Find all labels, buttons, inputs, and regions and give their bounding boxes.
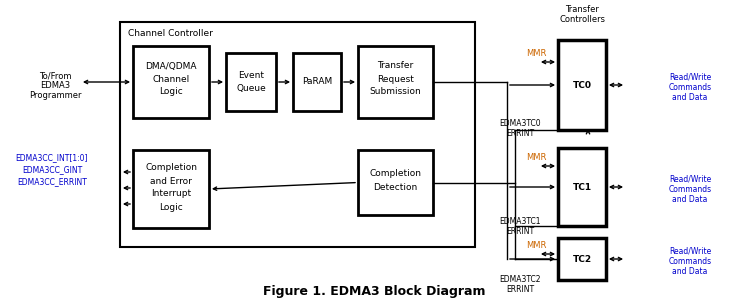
Text: ERRINT: ERRINT [506,285,534,294]
Text: TC0: TC0 [572,81,592,89]
Text: Read/Write: Read/Write [669,72,711,82]
Text: EDMA3CC_GINT: EDMA3CC_GINT [22,165,82,175]
Text: Interrupt: Interrupt [151,189,191,198]
Text: Read/Write: Read/Write [669,247,711,255]
Text: Queue: Queue [236,84,266,92]
Text: Commands: Commands [668,185,712,194]
FancyBboxPatch shape [558,148,606,226]
Text: EDMA3CC_INT[1:0]: EDMA3CC_INT[1:0] [16,154,88,162]
FancyBboxPatch shape [120,22,475,247]
FancyBboxPatch shape [133,46,209,118]
Text: Completion: Completion [369,169,422,178]
Text: Channel: Channel [152,75,189,84]
Text: ERRINT: ERRINT [506,128,534,138]
Text: Commands: Commands [668,82,712,92]
Text: MMR: MMR [526,48,546,58]
Text: Transfer: Transfer [565,5,599,15]
Text: EDMA3: EDMA3 [40,82,70,91]
Text: and Data: and Data [673,267,708,275]
FancyBboxPatch shape [293,53,341,111]
FancyBboxPatch shape [558,40,606,130]
Text: Figure 1. EDMA3 Block Diagram: Figure 1. EDMA3 Block Diagram [263,285,485,298]
FancyBboxPatch shape [358,46,433,118]
FancyBboxPatch shape [226,53,276,111]
Text: PaRAM: PaRAM [302,78,332,86]
Text: Controllers: Controllers [559,15,605,25]
Text: ERRINT: ERRINT [506,227,534,235]
Text: Event: Event [238,71,264,79]
Text: Programmer: Programmer [28,92,81,101]
Text: Read/Write: Read/Write [669,175,711,184]
Text: TC2: TC2 [572,255,592,264]
Text: Detection: Detection [373,182,418,191]
Text: Commands: Commands [668,257,712,265]
Text: Submission: Submission [369,88,422,96]
Text: and Error: and Error [150,177,192,185]
Text: Channel Controller: Channel Controller [128,29,213,38]
FancyBboxPatch shape [558,238,606,280]
Text: Completion: Completion [145,164,197,172]
Text: EDMA3TC0: EDMA3TC0 [499,119,541,128]
Text: EDMA3TC2: EDMA3TC2 [500,275,541,285]
Text: and Data: and Data [673,92,708,102]
Text: Request: Request [377,75,414,84]
Text: Transfer: Transfer [377,62,413,71]
Text: MMR: MMR [526,241,546,249]
FancyBboxPatch shape [358,150,433,215]
Text: To/From: To/From [39,72,71,81]
Text: MMR: MMR [526,154,546,162]
Text: DMA/QDMA: DMA/QDMA [145,62,197,71]
Text: EDMA3TC1: EDMA3TC1 [500,218,541,227]
Text: TC1: TC1 [572,182,592,191]
FancyBboxPatch shape [133,150,209,228]
Text: EDMA3CC_ERRINT: EDMA3CC_ERRINT [17,178,87,187]
Text: Logic: Logic [159,202,183,211]
Text: Logic: Logic [159,88,183,96]
Text: and Data: and Data [673,195,708,204]
